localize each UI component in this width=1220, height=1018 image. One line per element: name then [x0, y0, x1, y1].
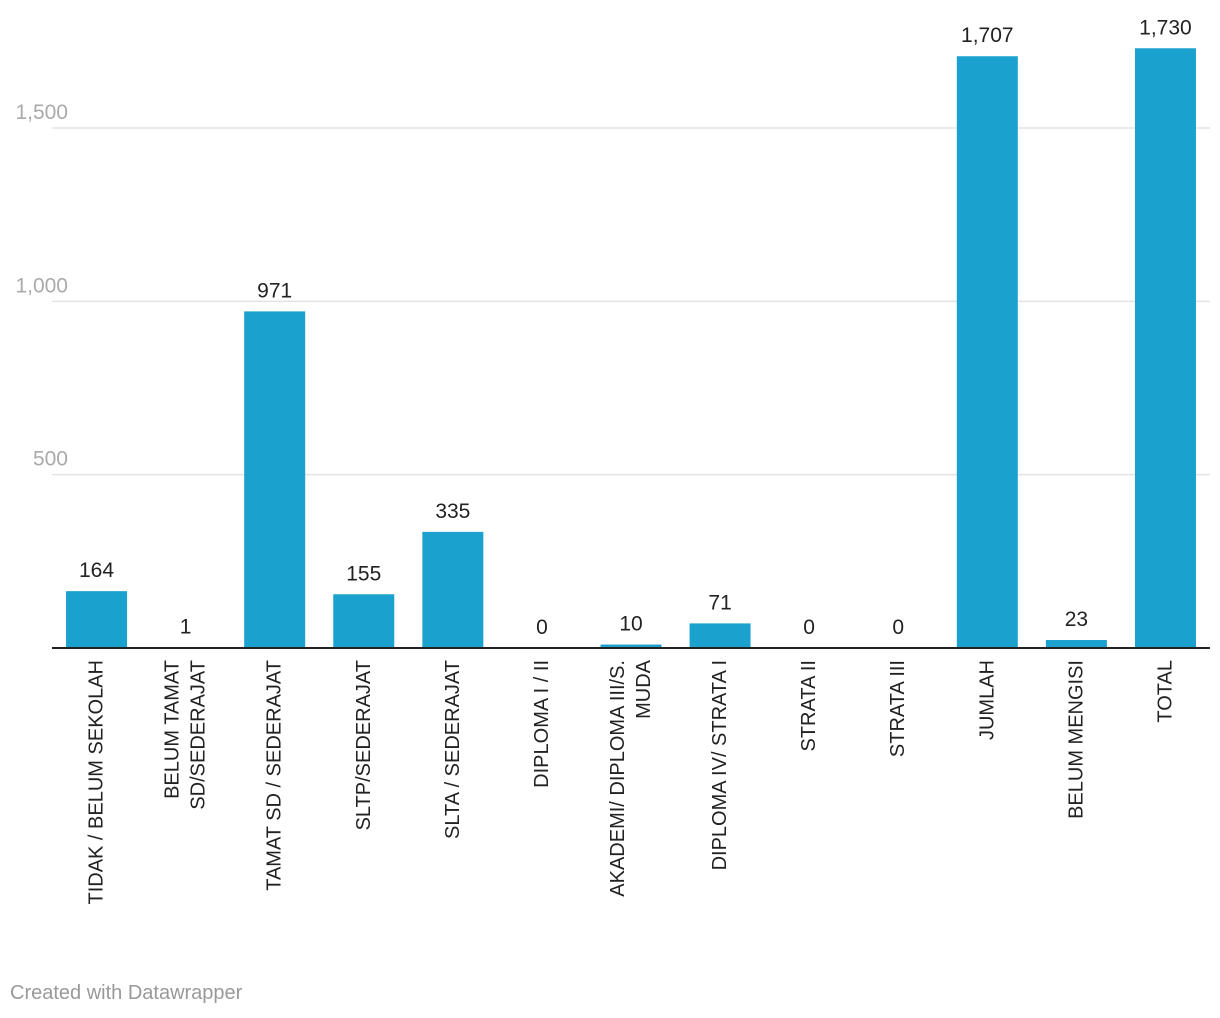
- value-label: 155: [346, 562, 381, 585]
- bar: [422, 531, 484, 648]
- y-tick-label: 1,500: [15, 101, 68, 124]
- x-tick-label: TAMAT SD / SEDERAJAT: [264, 660, 286, 891]
- x-tick-label-line: TOTAL: [1154, 660, 1176, 723]
- x-tick-label-line: DIPLOMA I / II: [531, 660, 553, 788]
- value-label: 0: [536, 616, 548, 639]
- value-labels: 164 1 971 155 335 0 10 71 0 0 1,707 23 1,730: [79, 16, 1192, 639]
- x-tick-label: STRATA II: [798, 660, 820, 752]
- value-label: 23: [1065, 608, 1088, 631]
- x-tick-label-line: TAMAT SD / SEDERAJAT: [264, 660, 286, 891]
- x-tick-label: DIPLOMA IV/ STRATA I: [709, 660, 731, 870]
- x-tick-label: AKADEMI/ DIPLOMA III/S. MUDA: [607, 659, 655, 896]
- x-tick-label: TIDAK / BELUM SEKOLAH: [86, 660, 108, 905]
- x-tick-label-line: JUMLAH: [976, 660, 998, 740]
- value-label: 1: [180, 616, 192, 639]
- value-label: 1,707: [961, 24, 1014, 47]
- gridlines: [52, 127, 1210, 476]
- value-label: 71: [708, 591, 731, 614]
- x-tick-label-line: AKADEMI/ DIPLOMA III/S.: [607, 660, 629, 897]
- value-label: 335: [435, 500, 470, 523]
- bar: [1045, 640, 1107, 648]
- bar: [600, 644, 662, 648]
- value-label: 0: [803, 616, 815, 639]
- value-label: 971: [257, 279, 292, 302]
- x-tick-label-line: BELUM MENGISI: [1065, 660, 1087, 819]
- value-label: 1,730: [1139, 16, 1192, 39]
- y-tick-label: 500: [33, 448, 68, 471]
- credit-text: Created with Datawrapper: [10, 982, 243, 1004]
- x-tick-label: SLTP/SEDERAJAT: [353, 660, 375, 830]
- bar: [66, 591, 128, 648]
- y-tick-label: 1,000: [15, 274, 68, 297]
- x-tick-label-line: STRATA II: [798, 660, 820, 752]
- x-tick-label-line: SLTA / SEDERAJAT: [442, 660, 464, 839]
- bar: [244, 311, 306, 648]
- x-tick-label-line: BELUM TAMAT: [162, 660, 184, 799]
- x-tick-label: TOTAL: [1154, 660, 1176, 723]
- x-tick-label: SLTA / SEDERAJAT: [442, 660, 464, 839]
- x-tick-label-line: SLTP/SEDERAJAT: [353, 660, 375, 830]
- value-label: 164: [79, 559, 114, 582]
- bar: [689, 623, 751, 648]
- x-tick-label-line: DIPLOMA IV/ STRATA I: [709, 660, 731, 870]
- x-axis-labels: TIDAK / BELUM SEKOLAH BELUM TAMAT SD/SEDER…: [86, 659, 1177, 904]
- x-tick-label-line: MUDA: [633, 659, 655, 719]
- bar: [956, 56, 1018, 649]
- bar: [333, 594, 395, 648]
- x-tick-label: JUMLAH: [976, 660, 998, 740]
- y-axis-ticks: 500 1,000 1,500: [15, 101, 68, 471]
- x-tick-label-line: TIDAK / BELUM SEKOLAH: [86, 660, 108, 905]
- x-tick-label: STRATA III: [887, 660, 909, 757]
- bar: [1134, 48, 1196, 649]
- x-tick-label: DIPLOMA I / II: [531, 660, 553, 788]
- x-tick-label-line: SD/SEDERAJAT: [188, 660, 210, 810]
- x-tick-label: BELUM TAMAT SD/SEDERAJAT: [162, 660, 210, 810]
- value-label: 0: [892, 616, 904, 639]
- x-tick-label: BELUM MENGISI: [1065, 660, 1087, 819]
- x-tick-label-line: STRATA III: [887, 660, 909, 757]
- bars: [66, 48, 1196, 649]
- value-label: 10: [619, 613, 642, 636]
